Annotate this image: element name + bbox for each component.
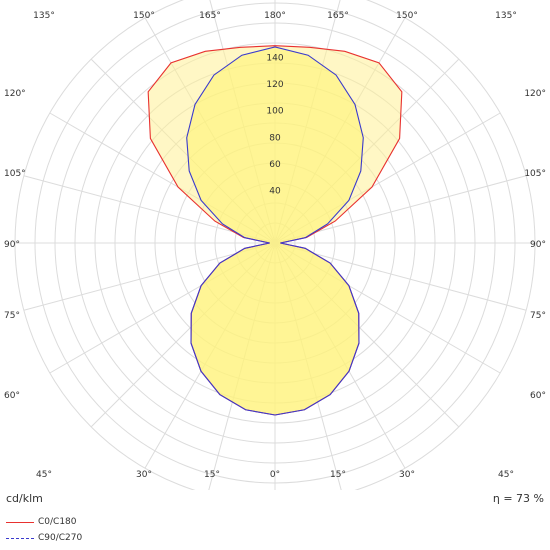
angle-label-top: 180° bbox=[264, 11, 286, 21]
axis-labels: 40 60 80 100 120 140 135° 150° 165° 180° 165° 150° 1… bbox=[4, 11, 546, 480]
angle-label-left: 75° bbox=[4, 311, 20, 321]
angle-label-left: 60° bbox=[4, 391, 20, 401]
angle-label-right: 120° bbox=[524, 89, 546, 99]
legend-label-c0: C0/C180 bbox=[38, 517, 77, 527]
angle-label-bottom: 15° bbox=[330, 470, 346, 480]
angle-label-left: 90° bbox=[4, 240, 20, 250]
angle-label-bottom: 15° bbox=[204, 470, 220, 480]
radial-tick-label: 100 bbox=[266, 107, 283, 117]
legend-item-c0: C0/C180 bbox=[6, 516, 77, 528]
angle-label-top: 135° bbox=[495, 11, 517, 21]
curve-lines bbox=[147, 45, 403, 416]
legend-item-c90: C90/C270 bbox=[6, 532, 82, 544]
series-fill-1 bbox=[186, 47, 364, 415]
angle-label-bottom: 45° bbox=[36, 470, 52, 480]
polar-chart-area: 40 60 80 100 120 140 135° 150° 165° 180° 165° 150° 1… bbox=[4, 0, 546, 490]
angle-label-bottom: 45° bbox=[498, 470, 514, 480]
grid-spoke bbox=[274, 242, 527, 311]
angle-label-right: 60° bbox=[530, 391, 546, 401]
angle-label-top: 135° bbox=[33, 11, 55, 21]
angle-label-bottom: 30° bbox=[136, 470, 152, 480]
angle-label-right: 90° bbox=[530, 240, 546, 250]
legend-swatch-c0 bbox=[6, 521, 34, 523]
series-line-1 bbox=[186, 46, 364, 416]
angle-label-top: 150° bbox=[133, 11, 155, 21]
angle-label-top: 165° bbox=[199, 11, 221, 21]
angle-label-bottom: 30° bbox=[399, 470, 415, 480]
grid-spoke bbox=[23, 242, 276, 311]
angle-label-left: 105° bbox=[4, 169, 26, 179]
angle-label-right: 105° bbox=[524, 169, 546, 179]
angle-label-right: 75° bbox=[530, 311, 546, 321]
angle-label-bottom: 0° bbox=[270, 470, 280, 480]
radial-tick-label: 120 bbox=[266, 80, 283, 90]
angle-label-top: 165° bbox=[327, 11, 349, 21]
angle-label-left: 120° bbox=[4, 89, 26, 99]
angle-label-top: 150° bbox=[396, 11, 418, 21]
radial-tick-label: 140 bbox=[266, 53, 283, 63]
curve-fills bbox=[148, 45, 402, 416]
legend-label-c90: C90/C270 bbox=[38, 533, 83, 543]
legend-swatch-c90 bbox=[6, 537, 34, 539]
radial-tick-label: 40 bbox=[269, 187, 281, 197]
radial-tick-label: 80 bbox=[269, 133, 281, 143]
radial-tick-label: 60 bbox=[269, 160, 281, 170]
polar-chart: 40 60 80 100 120 140 135° 150° 165° 180° 165° 150° 1… bbox=[4, 0, 546, 490]
efficiency-label: η = 73 % bbox=[492, 492, 544, 505]
unit-label: cd/klm bbox=[6, 492, 43, 505]
